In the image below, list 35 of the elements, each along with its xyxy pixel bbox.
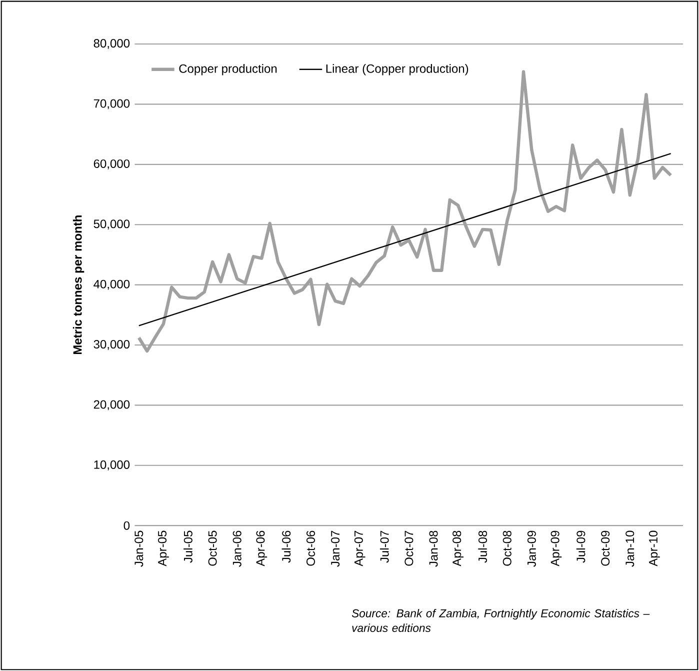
y-tick-label: 0 bbox=[124, 521, 130, 530]
y-tick-label: 20,000 bbox=[94, 400, 130, 410]
x-tick-label: Jan-05 bbox=[134, 530, 144, 567]
x-tick-label: Jan-06 bbox=[232, 530, 242, 567]
x-tick-label: Apr-10 bbox=[648, 530, 660, 566]
x-tick-label: Jan-07 bbox=[331, 530, 340, 567]
y-tick-label: 70,000 bbox=[94, 99, 130, 110]
x-tick-label: Jan-09 bbox=[527, 530, 536, 567]
y-tick-label: 10,000 bbox=[94, 460, 130, 470]
x-tick-label: Apr-09 bbox=[550, 530, 562, 566]
x-tick-label: Jul-09 bbox=[576, 530, 586, 563]
x-tick-label: Jul-06 bbox=[282, 530, 291, 563]
x-tick-label: Jul-08 bbox=[478, 530, 487, 563]
y-axis-title: Metric tonnes per month bbox=[72, 216, 84, 354]
x-tick-label: Apr-06 bbox=[256, 530, 268, 566]
x-tick-label: Apr-05 bbox=[158, 530, 169, 566]
x-tick-label: Jan-08 bbox=[429, 530, 438, 567]
legend-label: Copper production bbox=[179, 64, 277, 76]
legend-label: Linear (Copper production) bbox=[326, 64, 468, 76]
x-tick-label: Oct-08 bbox=[502, 530, 512, 566]
y-tick-label: 40,000 bbox=[94, 280, 130, 290]
x-tick-label: Oct-09 bbox=[601, 530, 610, 566]
x-tick-label: Oct-06 bbox=[306, 530, 315, 566]
x-tick-label: Jul-07 bbox=[380, 530, 389, 563]
x-tick-label: Apr-07 bbox=[354, 530, 366, 566]
y-tick-label: 30,000 bbox=[94, 340, 130, 350]
y-tick-label: 80,000 bbox=[94, 39, 130, 49]
x-tick-label: Jan-10 bbox=[626, 530, 634, 567]
y-tick-label: 60,000 bbox=[94, 159, 130, 170]
y-tick-label: 50,000 bbox=[94, 220, 130, 230]
x-tick-label: Oct-07 bbox=[404, 530, 414, 566]
x-tick-label: Oct-05 bbox=[208, 530, 217, 566]
x-tick-label: Apr-08 bbox=[452, 530, 464, 566]
x-tick-label: Jul-05 bbox=[184, 530, 192, 563]
source-note: Source: Bank of Zambia, Fortnightly Economic Statistics – various editions bbox=[352, 608, 650, 632]
